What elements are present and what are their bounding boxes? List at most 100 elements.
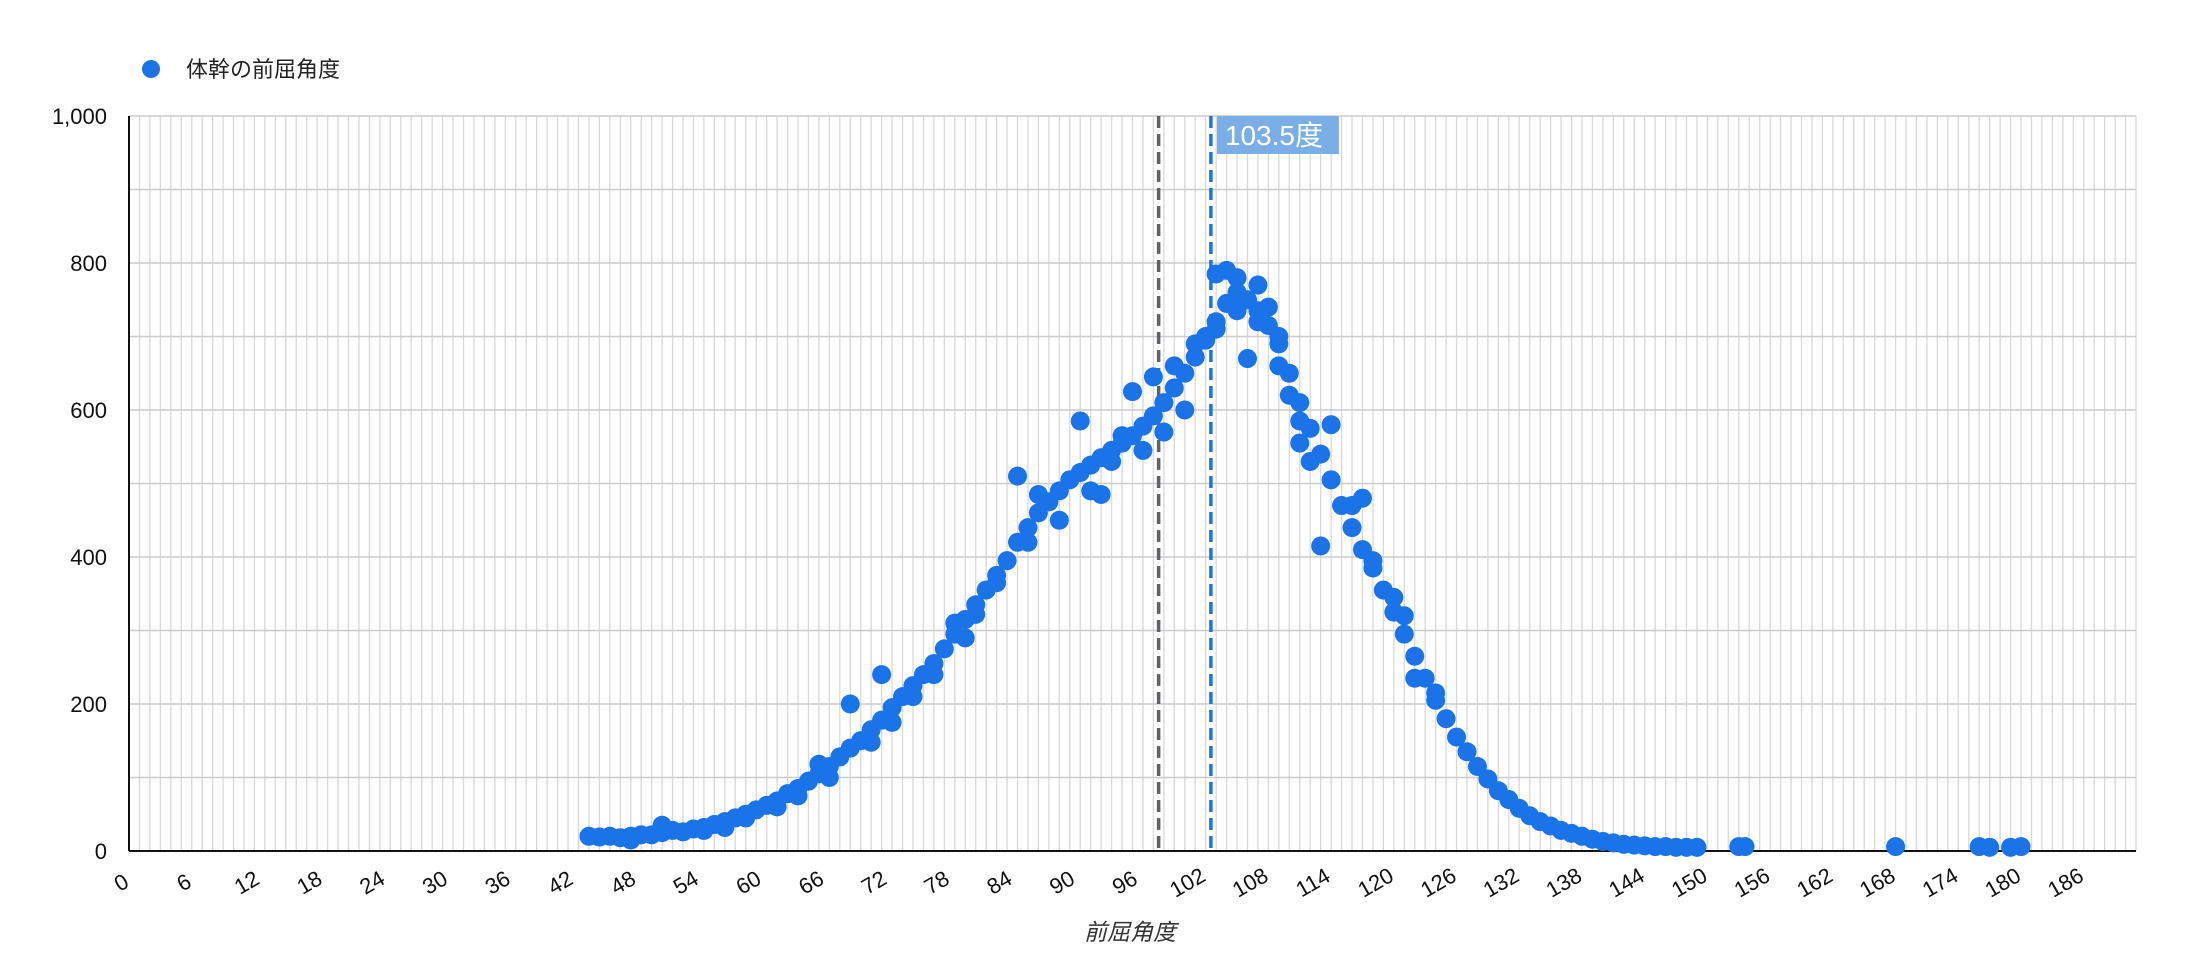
data-point — [1154, 422, 1174, 442]
data-point — [1290, 433, 1310, 453]
legend-marker — [142, 60, 160, 78]
x-tick-label: 84 — [982, 866, 1016, 900]
data-point — [1227, 301, 1247, 321]
y-tick-label: 600 — [70, 398, 107, 423]
x-tick-label: 0 — [110, 869, 133, 897]
data-point — [1091, 485, 1111, 505]
reference-label: 103.5度 — [1225, 120, 1323, 151]
data-point — [652, 815, 672, 835]
x-tick-label: 180 — [1981, 862, 2025, 902]
x-tick-label: 90 — [1045, 866, 1079, 900]
data-point — [736, 808, 756, 828]
x-tick-label: 48 — [606, 866, 640, 900]
data-point — [1070, 411, 1090, 431]
data-point — [1426, 683, 1446, 703]
data-point — [840, 694, 860, 714]
x-tick-label: 36 — [481, 866, 515, 900]
data-point — [1457, 742, 1477, 762]
data-point — [1290, 411, 1310, 431]
data-point — [1436, 709, 1456, 729]
data-point — [1394, 624, 1414, 644]
x-tick-label: 30 — [418, 866, 452, 900]
x-tick-label: 6 — [172, 869, 195, 897]
data-point — [1028, 485, 1048, 505]
data-point — [2011, 837, 2031, 857]
axes: 0 200 400 600 800 1,000 0 6 12 18 24 30 36 42 48 54 60 66… — [52, 104, 2136, 903]
data-point — [1735, 837, 1755, 857]
x-tick-label: 72 — [857, 866, 891, 900]
reference-label-box — [1216, 116, 1339, 154]
data-point — [987, 573, 1007, 593]
data-point — [1049, 510, 1069, 530]
x-axis-title: 前屈角度 — [1084, 920, 1180, 946]
y-tick-label: 1,000 — [52, 104, 107, 129]
data-point — [1687, 837, 1707, 857]
data-point — [966, 604, 986, 624]
data-point — [1311, 536, 1331, 556]
data-point — [1300, 451, 1320, 471]
data-point — [1237, 349, 1257, 369]
data-point — [882, 712, 902, 732]
data-point — [1248, 275, 1268, 295]
x-tick-label: 162 — [1793, 862, 1837, 902]
y-tick-label: 200 — [70, 692, 107, 717]
data-point — [1143, 406, 1163, 426]
legend-label: 体幹の前屈角度 — [186, 58, 340, 83]
x-tick-label: 102 — [1165, 862, 1209, 902]
data-point — [694, 820, 714, 840]
y-tick-label: 400 — [70, 545, 107, 570]
x-tick-label: 12 — [230, 866, 264, 900]
y-tick-label: 0 — [95, 839, 107, 864]
x-tick-label: 174 — [1918, 862, 1962, 902]
reference-lines — [1156, 116, 1213, 851]
data-point — [1405, 668, 1425, 688]
x-tick-label: 144 — [1604, 862, 1648, 902]
x-tick-label: 150 — [1667, 862, 1711, 902]
data-point — [621, 830, 641, 850]
x-tick-label: 132 — [1479, 862, 1523, 902]
data-point — [1321, 415, 1341, 435]
data-point — [1018, 518, 1038, 538]
data-point — [1248, 312, 1268, 332]
data-point — [1447, 727, 1467, 747]
data-point — [1164, 356, 1184, 376]
data-point — [997, 551, 1017, 571]
x-tick-label: 114 — [1291, 863, 1334, 902]
x-tick-label: 42 — [543, 866, 577, 900]
data-point — [1154, 393, 1174, 413]
data-point — [788, 786, 808, 806]
legend: 体幹の前屈角度 — [142, 58, 340, 83]
x-tick-label: 96 — [1108, 866, 1142, 900]
data-point — [1175, 400, 1195, 420]
x-tick-label: 66 — [794, 866, 828, 900]
x-tick-label: 60 — [732, 866, 766, 900]
x-tick-label: 156 — [1730, 862, 1774, 902]
x-tick-label: 186 — [2043, 862, 2087, 902]
x-tick-label: 126 — [1416, 862, 1460, 902]
data-point — [1384, 587, 1404, 607]
data-point — [1363, 551, 1383, 571]
data-point — [1206, 319, 1226, 339]
grid — [129, 115, 2137, 851]
x-tick-label: 24 — [355, 866, 389, 900]
data-point — [1008, 466, 1028, 486]
data-point — [934, 639, 954, 659]
data-point — [1269, 327, 1289, 346]
data-point — [1405, 646, 1425, 666]
data-point — [1352, 488, 1372, 508]
data-point — [1123, 382, 1142, 402]
x-tick-label: 54 — [669, 866, 703, 900]
data-point — [1467, 756, 1487, 776]
data-point — [715, 817, 735, 837]
data-point — [945, 613, 965, 633]
x-tick-label: 120 — [1353, 862, 1397, 902]
x-tick-label: 138 — [1542, 862, 1586, 902]
data-point — [903, 687, 923, 707]
data-point — [1269, 356, 1289, 376]
data-point — [1342, 518, 1362, 538]
data-point — [1143, 367, 1163, 387]
data-point — [1185, 347, 1205, 367]
data-point — [809, 754, 829, 774]
data-point — [1980, 837, 2000, 857]
